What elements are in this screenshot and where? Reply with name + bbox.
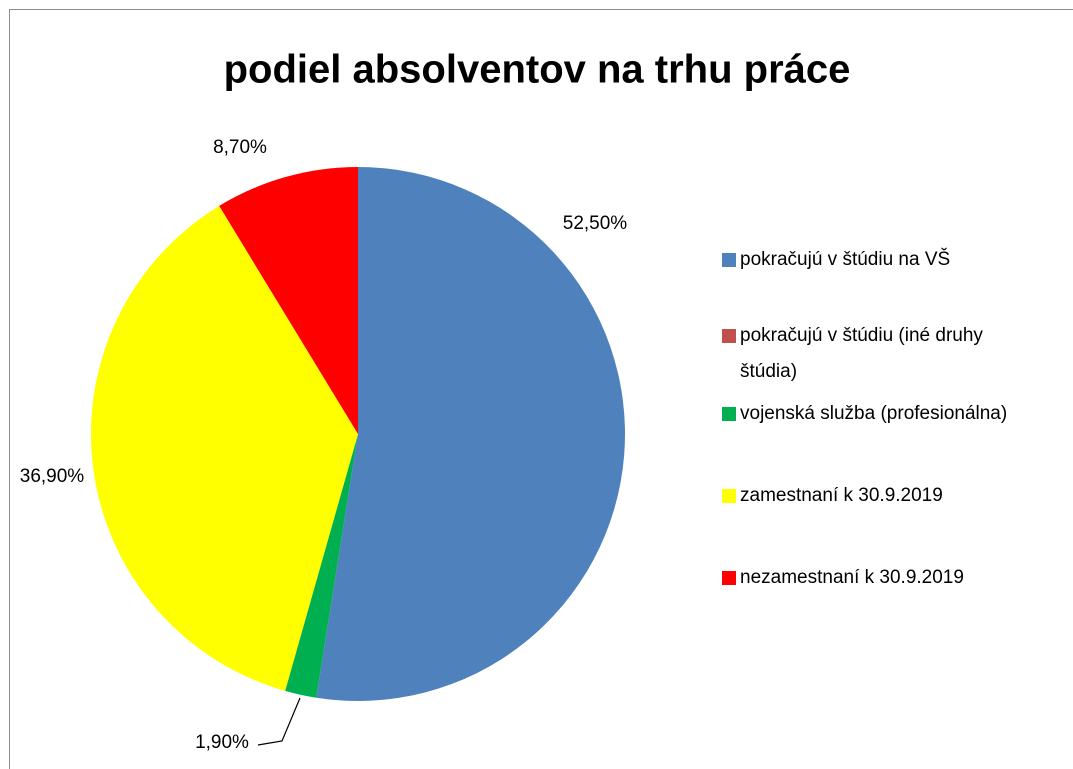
legend-entry: nezamestnaní k 30.9.2019: [720, 560, 1040, 596]
pie-slice: [219, 167, 358, 434]
leader-line: [257, 697, 301, 746]
pie-slice: [316, 167, 626, 701]
legend-label: vojenská služba (profesionálna): [740, 403, 1008, 424]
legend-swatch: [722, 329, 736, 343]
legend-entry: pokračujú v štúdiu (iné druhy štúdia): [720, 318, 1040, 390]
legend-label: pokračujú v štúdiu (iné druhy štúdia): [740, 325, 983, 382]
legend-entry: vojenská služba (profesionálna): [720, 396, 1040, 432]
data-label: 36,90%: [20, 466, 85, 487]
chart-title: podiel absolventov na trhu práce: [224, 48, 851, 92]
data-label: 1,90%: [195, 732, 249, 753]
data-label: 52,50%: [563, 213, 628, 234]
legend-swatch: [722, 571, 736, 585]
legend-entry: pokračujú v štúdiu na VŠ: [720, 242, 1040, 278]
pie-slice: [91, 205, 358, 691]
pie-slice: [285, 434, 358, 698]
legend-entry: zamestnaní k 30.9.2019: [720, 478, 1040, 514]
legend-swatch: [722, 253, 736, 267]
legend-swatch: [722, 407, 736, 421]
data-label: 8,70%: [213, 137, 267, 158]
legend-label: zamestnaní k 30.9.2019: [740, 485, 943, 506]
legend-label: nezamestnaní k 30.9.2019: [740, 567, 964, 588]
chart-frame: [9, 9, 1073, 769]
legend-swatch: [722, 489, 736, 503]
legend-label: pokračujú v štúdiu na VŠ: [740, 249, 951, 270]
